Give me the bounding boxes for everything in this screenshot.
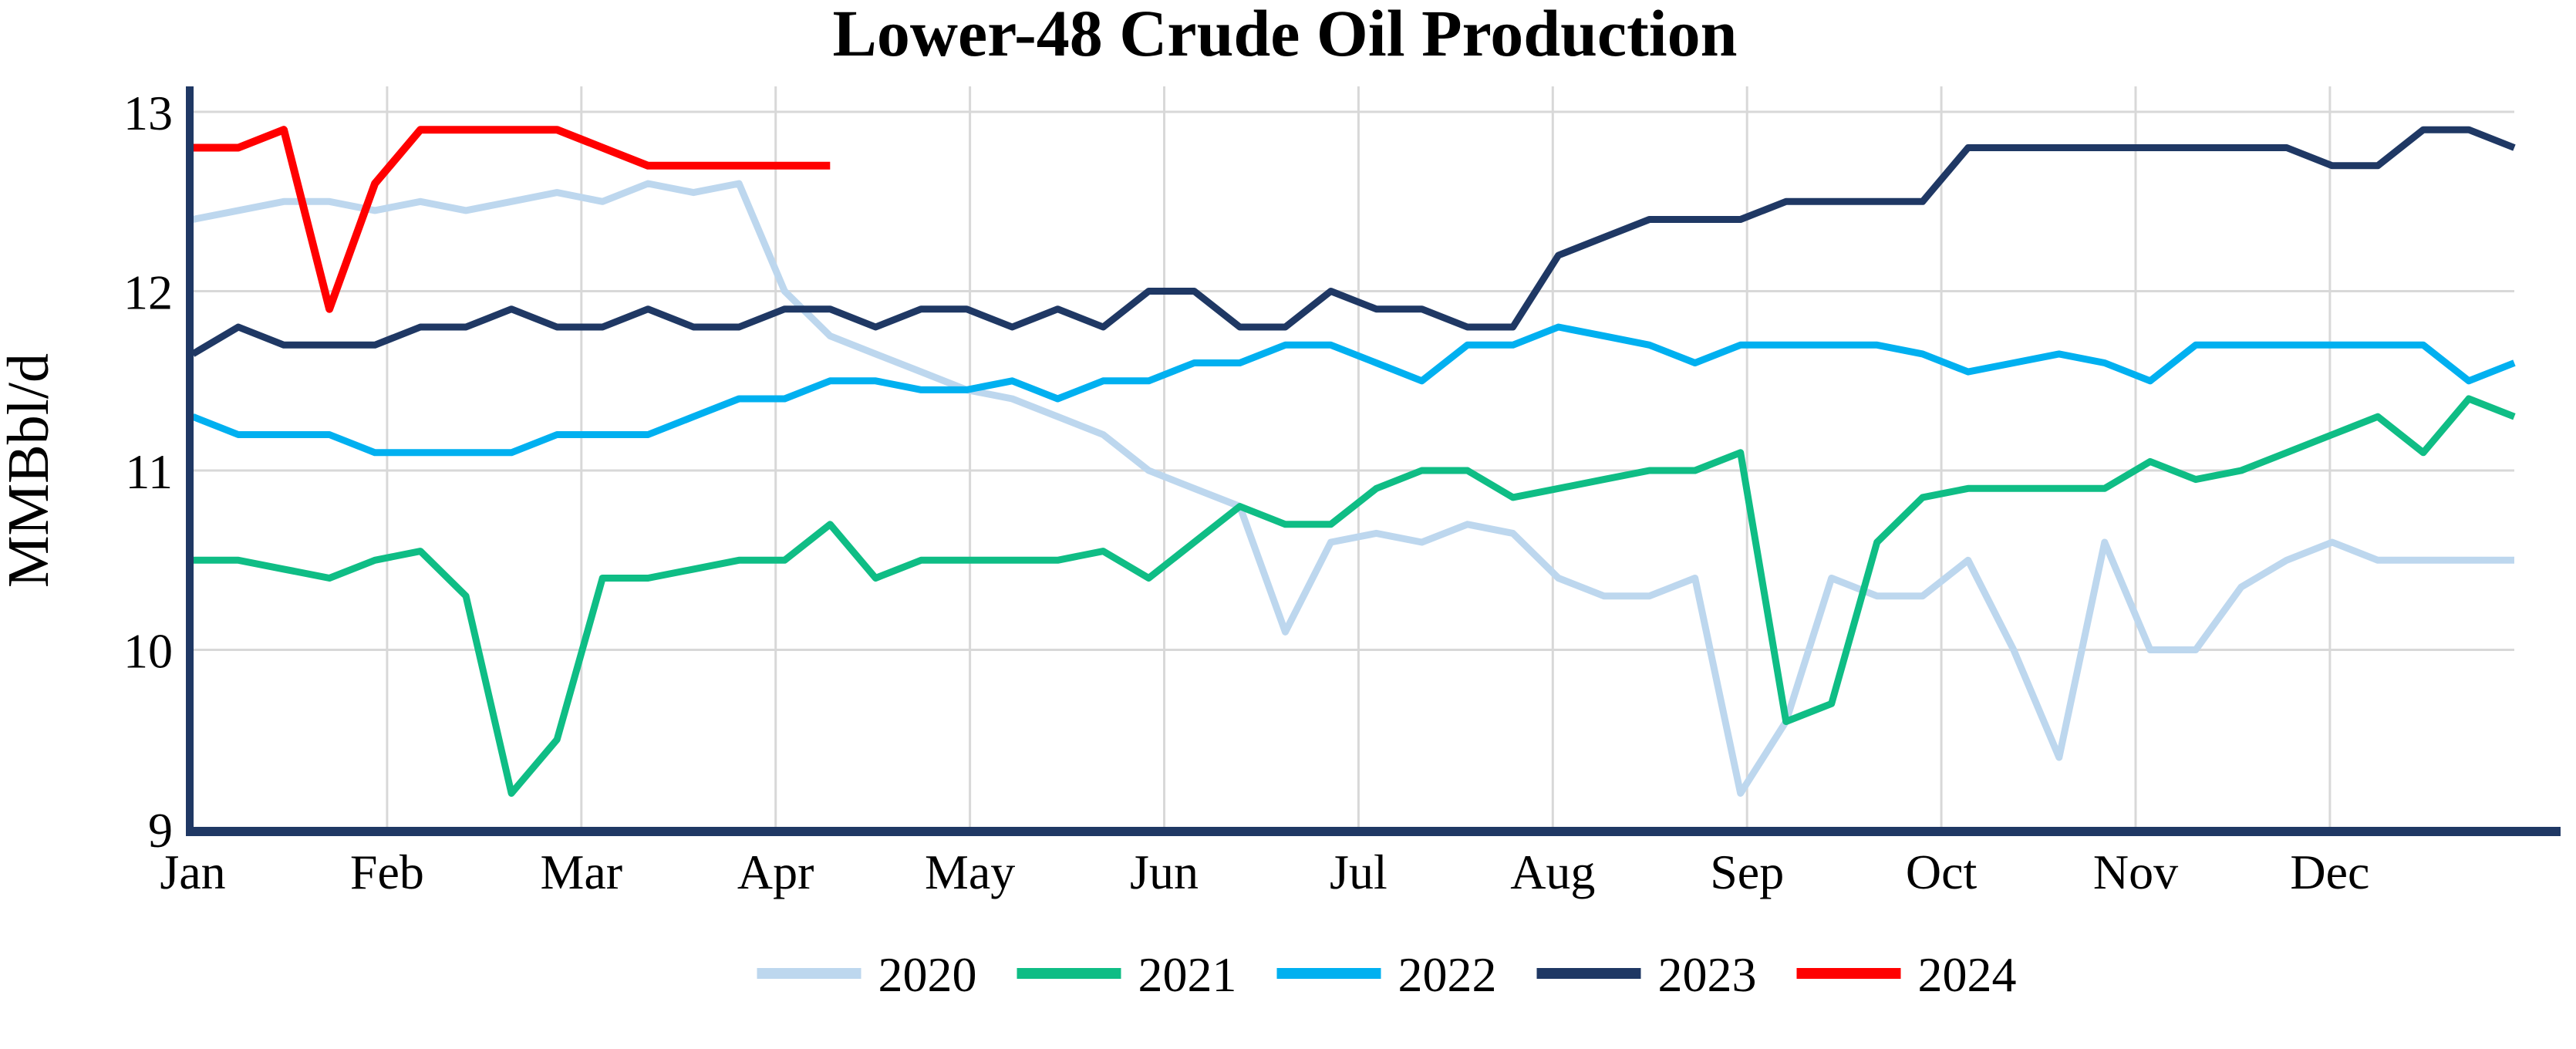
series-line-2020 (192, 180, 2514, 797)
legend-label-2023: 2023 (1658, 947, 1757, 1002)
series-line-2024 (193, 126, 831, 313)
series-line-2021 (193, 395, 2516, 797)
y-axis-tick-labels: 13 12 11 10 9 (123, 86, 173, 858)
y-tick-label: 10 (123, 624, 173, 679)
y-tick-label: 12 (123, 265, 173, 320)
x-tick-label-Jun: Jun (1130, 845, 1199, 899)
legend-item-2022: 2022 (1276, 947, 1497, 1002)
x-tick-label-Dec: Dec (2290, 845, 2369, 899)
x-tick-label-May: May (925, 845, 1015, 899)
y-tick-label: 13 (123, 86, 173, 140)
legend-label-2021: 2021 (1138, 947, 1237, 1002)
series-line-2022 (191, 323, 2516, 457)
legend-item-2023: 2023 (1536, 947, 1757, 1002)
chart-title: Lower-48 Crude Oil Production (833, 0, 1738, 70)
x-tick-label-Aug: Aug (1510, 845, 1595, 899)
x-tick-label-Mar: Mar (540, 845, 622, 899)
legend-label-2022: 2022 (1398, 947, 1497, 1002)
y-tick-label: 11 (125, 444, 173, 499)
x-tick-label-Sep: Sep (1710, 845, 1784, 899)
series-line-2023 (191, 126, 2516, 357)
x-tick-label-Oct: Oct (1906, 845, 1978, 899)
legend-label-2020: 2020 (878, 947, 977, 1002)
legend-item-2020: 2020 (757, 947, 977, 1002)
x-tick-label-Nov: Nov (2093, 845, 2178, 899)
y-tick-label: 9 (148, 803, 173, 858)
x-axis-tick-labels: Jan Feb Mar Apr May Jun Jul Aug Sep Oct Nov Dec (160, 845, 2369, 899)
x-tick-label-Jul: Jul (1330, 845, 1387, 899)
x-tick-label-Jan: Jan (160, 845, 225, 899)
legend-label-2024: 2024 (1918, 947, 2017, 1002)
y-axis-label: MMBbl/d (0, 353, 61, 588)
legend-item-2021: 2021 (1017, 947, 1237, 1002)
data-series (191, 126, 2516, 797)
axes (186, 86, 2561, 836)
x-tick-label-Apr: Apr (737, 845, 814, 899)
gridlines (190, 86, 2514, 831)
x-tick-label-Feb: Feb (350, 845, 424, 899)
legend: 2020 2021 2022 2023 2024 (757, 947, 2017, 1002)
legend-item-2024: 2024 (1796, 947, 2017, 1002)
